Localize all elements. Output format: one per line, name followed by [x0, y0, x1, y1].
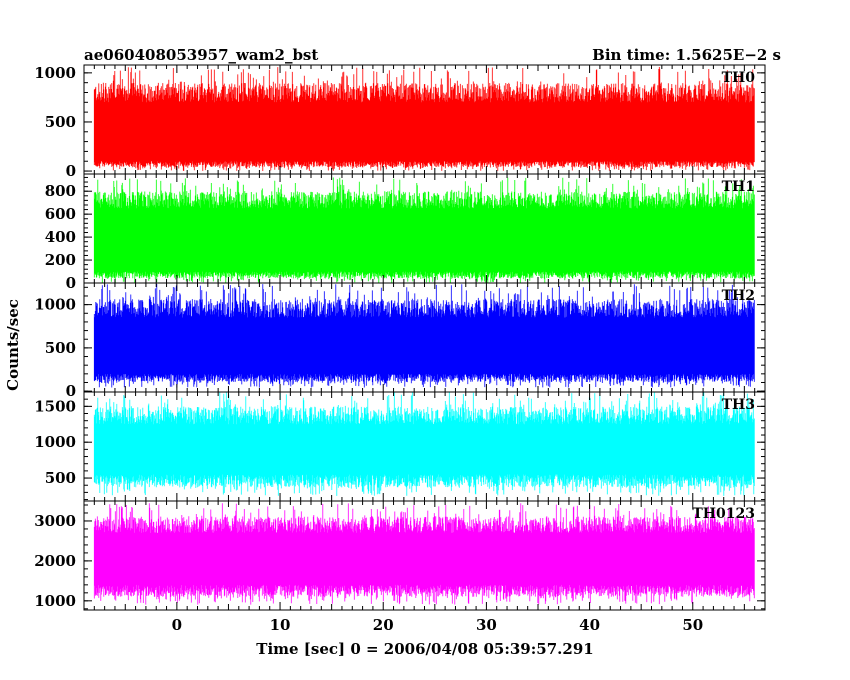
y-tick-label: 1500: [34, 397, 76, 415]
panel-label-th0: TH0: [722, 70, 756, 86]
y-tick-label: 0: [66, 274, 76, 292]
panel-th3: 500 1000 1500 TH3: [34, 391, 766, 502]
x-tick-label: 0: [172, 616, 182, 634]
panel-label-th1: TH1: [722, 179, 755, 195]
series-th1: [93, 177, 755, 283]
y-axis-label: Counts/sec: [4, 299, 22, 391]
y-tick-label: 0: [66, 382, 76, 400]
panels-group: 0 500 1000 TH0 0 200 400 600 800 TH1 0 500 1000 TH2 50…: [34, 64, 766, 611]
panel-th1: 0 200 400 600 800 TH1: [45, 173, 766, 292]
x-tick-label: 30: [476, 616, 497, 634]
y-tick-label: 1000: [34, 592, 76, 610]
bin-time-label: Bin time: 1.5625E−2 s: [592, 46, 781, 64]
x-axis: 0 10 20 30 40 50: [172, 616, 704, 634]
y-tick-label: 2000: [34, 552, 76, 570]
y-tick-label: 600: [45, 205, 76, 223]
series-th0123: [93, 503, 755, 605]
panel-th2: 0 500 1000 TH2: [34, 282, 766, 400]
panel-label-th2: TH2: [722, 288, 755, 304]
y-tick-label: 1000: [34, 433, 76, 451]
y-tick-label: 400: [45, 228, 76, 246]
y-tick-label: 0: [66, 162, 76, 180]
x-tick-label: 40: [579, 616, 600, 634]
panel-th0123: 1000 2000 3000 TH0123: [34, 500, 766, 611]
y-tick-label: 500: [45, 339, 76, 357]
x-axis-label: Time [sec] 0 = 2006/04/08 05:39:57.291: [256, 640, 593, 658]
x-tick-label: 50: [682, 616, 703, 634]
x-tick-label: 20: [373, 616, 394, 634]
y-tick-label: 500: [45, 113, 76, 131]
plot-title: ae060408053957_wam2_bst: [84, 46, 318, 64]
x-tick-label: 10: [270, 616, 291, 634]
y-tick-label: 1000: [34, 296, 76, 314]
y-tick-label: 200: [45, 251, 76, 269]
series-th0: [93, 67, 755, 171]
series-th3: [93, 392, 755, 496]
y-tick-label: 800: [45, 182, 76, 200]
panel-label-th0123: TH0123: [692, 506, 755, 522]
series-th2: [93, 284, 755, 388]
y-tick-label: 3000: [34, 512, 76, 530]
y-tick-label: 500: [45, 469, 76, 487]
panel-label-th3: TH3: [722, 397, 755, 413]
y-tick-label: 1000: [34, 64, 76, 82]
panel-th0: 0 500 1000 TH0: [34, 64, 766, 180]
